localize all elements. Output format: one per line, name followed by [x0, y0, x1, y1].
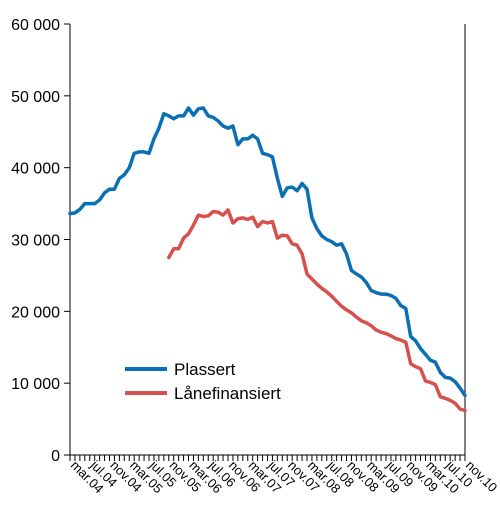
y-tick-label: 50 000: [11, 89, 60, 106]
series-lines: [68, 106, 467, 413]
x-axis-ticks: mar.04jul.04nov.04mar.05jul.05nov.05mar.…: [68, 455, 500, 496]
y-tick-label: 0: [51, 448, 60, 465]
y-axis-ticks: 0 10 000 20 000 30 000 40 000 50 000 60 000: [11, 17, 70, 465]
legend: Plassert Lånefinansiert: [125, 360, 281, 403]
series-line-1: [167, 208, 467, 413]
y-tick-label: 20 000: [11, 304, 60, 321]
series-line-0: [68, 106, 467, 398]
legend-label-lanefinansiert: Lånefinansiert: [174, 384, 281, 403]
y-tick-label: 30 000: [11, 233, 60, 250]
y-tick-label: 10 000: [11, 376, 60, 393]
legend-label-plassert: Plassert: [174, 360, 236, 379]
y-tick-label: 40 000: [11, 161, 60, 178]
y-tick-label: 60 000: [11, 17, 60, 34]
